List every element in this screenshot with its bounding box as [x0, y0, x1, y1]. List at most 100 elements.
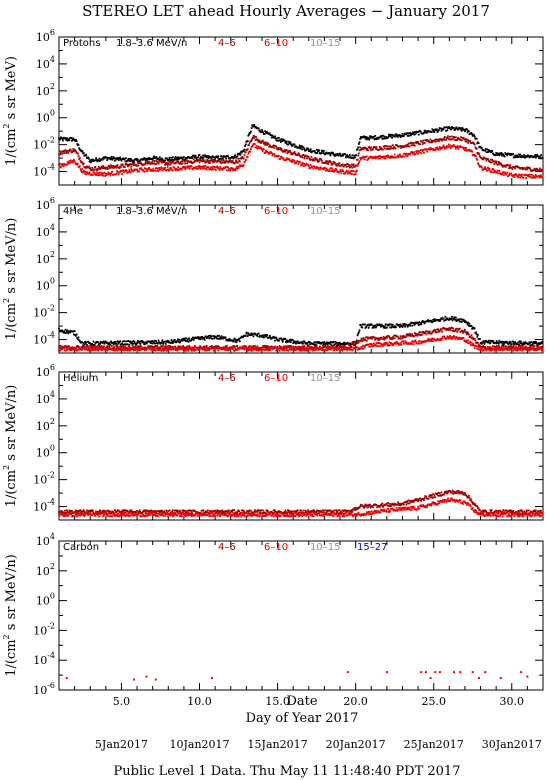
data-point: [197, 167, 200, 170]
data-point: [257, 139, 260, 141]
data-point: [277, 139, 280, 142]
data-point: [280, 155, 283, 158]
y-tick-label: 106: [36, 363, 55, 379]
data-point: [177, 166, 179, 168]
data-point: [534, 174, 537, 176]
data-point: [385, 145, 388, 148]
data-point: [539, 346, 542, 349]
data-point: [104, 167, 107, 170]
data-point: [85, 154, 88, 157]
data-point: [534, 176, 537, 179]
data-point: [463, 128, 466, 131]
data-point: [514, 167, 516, 170]
data-point: [153, 347, 155, 350]
data-point: [452, 127, 455, 129]
data-point: [367, 137, 370, 140]
data-point: [489, 161, 492, 163]
data-point: [438, 147, 440, 150]
data-point: [171, 169, 174, 172]
data-point: [501, 349, 504, 352]
data-point: [242, 346, 245, 349]
data-point: [296, 160, 299, 163]
data-point: [438, 319, 441, 321]
data-point: [477, 343, 480, 346]
data-point: [303, 162, 306, 165]
data-point: [440, 328, 443, 331]
data-point: [216, 156, 219, 159]
data-point: [417, 332, 420, 335]
data-point: [411, 324, 414, 327]
data-point: [305, 348, 308, 351]
data-point: [339, 345, 341, 347]
data-point: [140, 163, 143, 165]
data-point: [192, 336, 194, 339]
data-point: [304, 341, 306, 344]
data-point: [445, 146, 447, 149]
data-point: [468, 148, 471, 151]
data-point: [533, 345, 536, 347]
data-point: [168, 160, 171, 163]
data-point: [469, 140, 472, 142]
data-point: [460, 338, 463, 341]
data-point: [385, 148, 388, 150]
data-point: [203, 337, 205, 340]
data-point: [211, 167, 214, 170]
data-point: [532, 176, 535, 179]
data-point: [484, 345, 487, 348]
data-point: [281, 346, 284, 349]
data-point: [267, 143, 270, 145]
data-point: [382, 345, 384, 347]
data-point: [333, 349, 336, 352]
data-point: [289, 150, 291, 152]
data-point: [136, 159, 138, 162]
data-point: [222, 161, 224, 164]
data-point: [75, 333, 78, 336]
data-point: [391, 144, 394, 147]
data-point: [354, 340, 356, 343]
data-point: [110, 155, 113, 158]
data-point: [169, 166, 172, 169]
data-point: [164, 163, 166, 166]
data-point: [97, 168, 99, 170]
data-point: [472, 343, 475, 346]
data-point: [119, 343, 122, 346]
data-point: [326, 160, 329, 163]
data-point: [129, 160, 132, 163]
data-point: [263, 336, 265, 339]
data-point: [203, 338, 206, 341]
data-point: [521, 168, 524, 171]
data-point: [220, 155, 223, 158]
data-point: [63, 512, 66, 514]
data-point: [397, 335, 399, 338]
data-point: [369, 135, 371, 138]
data-point: [212, 347, 215, 349]
data-point: [528, 346, 531, 349]
data-point: [58, 348, 60, 351]
data-point: [180, 168, 183, 171]
data-point: [207, 335, 210, 337]
data-point: [88, 349, 91, 352]
data-point: [450, 317, 453, 320]
data-point: [426, 339, 429, 341]
data-point: [314, 343, 317, 346]
data-point: [263, 142, 265, 145]
data-point: [285, 341, 287, 343]
data-point: [259, 146, 262, 149]
data-point: [368, 146, 371, 148]
data-point: [78, 157, 81, 160]
data-point: [469, 344, 472, 346]
data-point: [348, 156, 351, 159]
data-point: [507, 346, 510, 349]
data-point: [481, 341, 484, 344]
data-point: [536, 348, 539, 351]
data-point: [454, 136, 457, 139]
data-point: [421, 341, 423, 344]
data-point: [234, 161, 237, 164]
data-point: [330, 348, 332, 351]
data-point: [307, 165, 310, 168]
data-point: [521, 173, 524, 176]
legend-entry: 4–6: [218, 206, 236, 217]
data-point: [468, 322, 471, 325]
data-point: [213, 348, 216, 351]
data-point: [448, 126, 451, 128]
